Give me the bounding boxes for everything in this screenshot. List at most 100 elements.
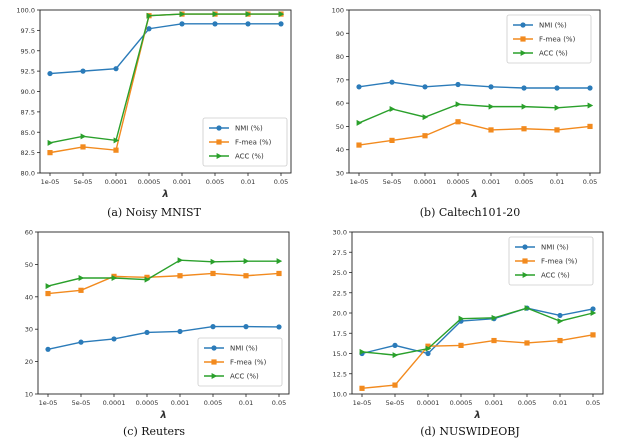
legend-box: [506, 14, 592, 64]
series-line-f-mea: [47, 272, 280, 295]
legend-box: [508, 236, 594, 286]
data-point-f-mea: [243, 273, 249, 279]
data-point-acc: [245, 11, 252, 18]
x-tick-label: 0.01: [239, 399, 253, 407]
legend-label: F-mea (%): [539, 36, 576, 44]
data-point-nmi: [45, 346, 51, 352]
plot-frame: [37, 231, 290, 395]
chart-panel-reuters: 10 20 30 40 50 60 1e-05 5e-05 0.0001 0.0005 0.001 0…: [0, 222, 314, 441]
caption-reuters: (c) Reuters: [123, 425, 185, 438]
data-point-acc: [113, 137, 120, 144]
data-point-nmi: [177, 328, 183, 335]
data-point-f-mea: [587, 123, 593, 130]
y-tick-label: 60: [25, 229, 33, 237]
x-tick-label: 0.0005: [447, 178, 470, 186]
x-tick-label: 5e-05: [383, 178, 402, 186]
series-line-nmi: [358, 81, 590, 89]
legend-swatch-marker: [520, 22, 526, 28]
legend-swatch-marker: [216, 153, 223, 159]
data-point-acc: [392, 352, 399, 359]
x-tick-label: 0.0001: [103, 399, 126, 407]
x-axis-label: λ: [470, 189, 477, 200]
x-tick-label: 0.0001: [417, 399, 440, 407]
data-point-acc: [458, 315, 465, 322]
data-point-f-mea: [113, 147, 119, 153]
x-tick-label: 5e-05: [74, 178, 93, 186]
x-tick-label: 0.001: [482, 178, 501, 186]
chart-svg: 10 20 30 40 50 60 1e-05 5e-05 0.0001 0.0005 0.001 0…: [25, 229, 290, 421]
data-point-f-mea: [356, 142, 362, 148]
data-point-acc: [144, 276, 151, 283]
series-line-f-mea: [361, 334, 594, 390]
data-point-acc: [177, 257, 184, 264]
data-point-f-mea: [521, 126, 527, 132]
data-point-acc: [590, 310, 597, 316]
series-line-acc: [361, 307, 594, 356]
x-tick-label: 0.0005: [450, 399, 473, 407]
data-point-f-mea: [392, 382, 398, 388]
data-point-acc: [146, 12, 153, 19]
y-tick-label: 100.0: [16, 7, 35, 15]
chart-panel-caltech101-20: 30 40 50 60 70 80 90 100 1e-05 5e-05 0.0001 0.0005 0…: [314, 0, 628, 225]
legend-label: F-mea (%): [230, 359, 267, 367]
y-tick-label: 80.0: [21, 170, 35, 178]
data-point-f-mea: [455, 119, 461, 125]
legend-box: [202, 117, 288, 167]
y-tick-label: 17.5: [333, 330, 347, 338]
legend-label: ACC (%): [541, 272, 570, 280]
data-point-nmi: [113, 66, 119, 72]
legend-label: F-mea (%): [235, 139, 272, 147]
data-point-nmi: [278, 21, 284, 27]
data-point-acc: [455, 101, 462, 108]
x-tick-label: 0.001: [485, 399, 504, 407]
caption-caltech101-20: (b) Caltech101-20: [419, 206, 521, 219]
data-point-nmi: [212, 21, 218, 27]
data-point-nmi: [78, 339, 84, 345]
data-point-nmi: [389, 79, 395, 85]
legend-box: [197, 337, 283, 387]
legend-label: ACC (%): [539, 50, 568, 58]
x-tick-label: 0.05: [586, 399, 600, 407]
legend-label: NMI (%): [539, 22, 567, 30]
data-point-acc: [554, 104, 561, 111]
legend-swatch-marker: [522, 272, 529, 278]
y-tick-label: 82.5: [21, 149, 35, 157]
y-tick-label: 12.5: [333, 370, 347, 378]
data-point-f-mea: [590, 332, 596, 338]
data-point-f-mea: [422, 133, 428, 139]
data-point-nmi: [111, 336, 117, 342]
data-point-acc: [359, 348, 366, 355]
data-point-nmi: [590, 306, 596, 312]
x-axis-label: λ: [159, 410, 166, 421]
legend-swatch-marker: [211, 345, 217, 351]
data-point-acc: [210, 258, 217, 265]
data-point-f-mea: [524, 340, 530, 346]
data-point-nmi: [425, 350, 431, 357]
data-point-acc: [389, 105, 396, 112]
data-point-acc: [524, 305, 531, 312]
data-point-f-mea: [210, 270, 216, 277]
x-tick-label: 0.005: [204, 399, 223, 407]
data-point-f-mea: [491, 337, 497, 344]
y-tick-label: 85.0: [21, 129, 35, 137]
y-tick-label: 10.0: [333, 391, 347, 399]
data-point-nmi: [245, 21, 251, 27]
data-point-acc: [587, 102, 594, 109]
chart-panel-noisy-mnist: 80.0 82.5 85.0 87.5 90.0 92.5 95.0 97.5 100.0 1e-…: [0, 0, 314, 225]
data-point-f-mea: [45, 290, 51, 297]
x-tick-label: 0.0005: [136, 399, 159, 407]
x-tick-label: 5e-05: [72, 399, 91, 407]
data-point-acc: [212, 11, 219, 18]
y-tick-label: 20: [25, 358, 33, 366]
data-point-acc: [179, 11, 186, 18]
series-line-nmi: [361, 307, 594, 355]
data-point-f-mea: [488, 127, 494, 133]
x-tick-label: 1e-05: [350, 178, 369, 186]
y-tick-label: 30.0: [333, 229, 347, 237]
y-tick-label: 30: [336, 170, 344, 178]
x-tick-label: 0.0001: [414, 178, 437, 186]
y-tick-label: 60: [336, 100, 344, 108]
data-point-nmi: [146, 26, 152, 32]
data-point-acc: [78, 275, 85, 282]
data-point-f-mea: [557, 337, 563, 344]
